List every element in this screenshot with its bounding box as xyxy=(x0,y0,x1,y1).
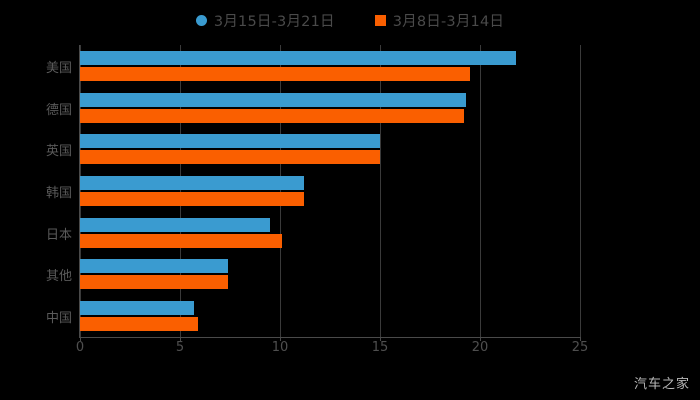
bar[interactable] xyxy=(80,92,466,107)
x-tick-mark xyxy=(280,337,281,341)
bar-group xyxy=(80,134,580,165)
bar-group xyxy=(80,176,580,206)
category-label: 英国 xyxy=(45,144,72,160)
bar-rows xyxy=(80,45,580,337)
bar[interactable] xyxy=(80,134,380,149)
watermark: 汽车之家 xyxy=(633,377,690,392)
x-tick-label: 20 xyxy=(471,340,489,355)
x-tick-mark xyxy=(580,337,581,341)
bar[interactable] xyxy=(80,317,198,332)
category-label: 其他 xyxy=(45,269,72,285)
bar[interactable] xyxy=(80,233,282,248)
bar[interactable] xyxy=(80,66,470,81)
bar[interactable] xyxy=(80,150,380,165)
legend-circle-icon xyxy=(195,15,207,26)
x-tick-mark xyxy=(80,337,81,341)
bar-group xyxy=(80,92,580,123)
legend-item-label: 3月15日-3月21日 xyxy=(213,14,335,30)
x-axis-tick-labels: 0 5 10 15 20 25 xyxy=(76,340,588,360)
bar-group xyxy=(80,259,580,290)
category-label: 德国 xyxy=(45,102,72,118)
bar[interactable] xyxy=(80,301,194,316)
category-label: 韩国 xyxy=(45,186,72,201)
y-axis-line xyxy=(79,45,80,337)
x-tick-label: 5 xyxy=(175,340,185,355)
category-label: 日本 xyxy=(45,227,72,243)
legend-item-label: 3月8日-3月14日 xyxy=(392,14,505,30)
gridline xyxy=(580,45,581,337)
x-tick-mark xyxy=(180,337,181,341)
x-tick-label: 10 xyxy=(271,340,289,355)
x-tick-label: 0 xyxy=(75,340,85,355)
chart-legend: 3月15日-3月21日 3月8日-3月14日 xyxy=(0,10,700,31)
legend-item[interactable]: 3月8日-3月14日 xyxy=(374,10,505,31)
gridline xyxy=(80,45,81,337)
bar-group xyxy=(80,301,580,332)
bar[interactable] xyxy=(80,108,464,123)
x-tick-mark xyxy=(380,337,381,341)
bar[interactable] xyxy=(80,275,228,290)
bar-group xyxy=(80,50,580,81)
bar[interactable] xyxy=(80,50,516,65)
bar[interactable] xyxy=(80,192,304,206)
bar-group xyxy=(80,217,580,248)
plot-area xyxy=(79,45,581,341)
gridline xyxy=(380,45,381,337)
x-axis-line xyxy=(79,337,580,338)
legend-item[interactable]: 3月15日-3月21日 xyxy=(195,10,335,31)
x-tick-label: 15 xyxy=(371,340,389,355)
bar[interactable] xyxy=(80,176,304,190)
gridline xyxy=(480,45,481,337)
bar[interactable] xyxy=(80,259,228,274)
x-tick-label: 25 xyxy=(571,340,589,355)
category-label: 中国 xyxy=(45,311,72,327)
gridline xyxy=(180,45,181,337)
gridline xyxy=(280,45,281,337)
x-tick-mark xyxy=(480,337,481,341)
legend-square-icon xyxy=(374,15,386,26)
category-label: 美国 xyxy=(45,60,72,76)
bar[interactable] xyxy=(80,217,270,232)
category-axis-labels: 美国德国英国韩国日本其他中国 xyxy=(0,45,72,337)
